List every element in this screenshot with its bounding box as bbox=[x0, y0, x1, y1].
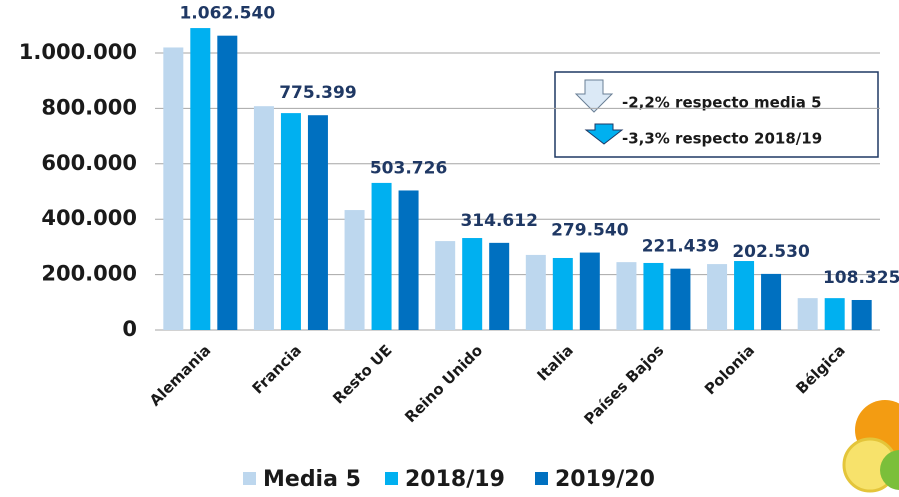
value-label: 202.530 bbox=[732, 242, 810, 262]
value-label: 503.726 bbox=[370, 158, 447, 178]
y-tick-label: 200.000 bbox=[41, 262, 137, 286]
x-tick-label: Alemania bbox=[146, 341, 214, 409]
x-tick-label: Países Bajos bbox=[580, 341, 667, 428]
bar bbox=[217, 35, 238, 330]
annotation-frame bbox=[554, 71, 879, 158]
bar bbox=[707, 264, 728, 330]
legend-swatch bbox=[535, 472, 548, 485]
value-label: 279.540 bbox=[551, 221, 629, 241]
bar bbox=[253, 106, 274, 331]
annotation-box: -2,2% respecto media 5 -3,3% respecto 20… bbox=[554, 71, 879, 158]
x-tick-label: Resto UE bbox=[329, 341, 395, 407]
bar bbox=[398, 190, 419, 330]
legend-label: 2019/20 bbox=[555, 467, 655, 492]
x-tick-label: Bélgica bbox=[792, 341, 848, 397]
bar bbox=[579, 252, 600, 330]
x-tick-label: Polonia bbox=[701, 341, 758, 398]
annotation: -3,3% respecto 2018/19 bbox=[622, 130, 822, 148]
bar bbox=[734, 261, 755, 330]
bar bbox=[280, 113, 301, 330]
legend-label: 2018/19 bbox=[405, 467, 505, 492]
bar bbox=[435, 241, 456, 330]
value-label: 221.439 bbox=[642, 237, 719, 257]
value-label: 1.062.540 bbox=[179, 4, 275, 24]
legend-swatch bbox=[243, 472, 256, 485]
bar bbox=[344, 210, 365, 330]
y-tick-label: 0 bbox=[122, 317, 137, 341]
arrow-icon bbox=[584, 123, 624, 145]
legend-swatch bbox=[385, 472, 398, 485]
bar bbox=[371, 182, 392, 330]
bar bbox=[190, 28, 211, 330]
y-tick-label: 800.000 bbox=[41, 95, 137, 119]
value-label: 775.399 bbox=[279, 83, 356, 103]
bar bbox=[797, 298, 818, 330]
bar bbox=[489, 242, 510, 330]
bar bbox=[643, 262, 664, 330]
y-tick-label: 1.000.000 bbox=[19, 40, 137, 64]
bar bbox=[851, 299, 872, 330]
bar bbox=[163, 47, 184, 331]
bar bbox=[824, 298, 845, 330]
x-tick-label: Reino Unido bbox=[401, 341, 486, 426]
bar bbox=[307, 115, 328, 330]
bar bbox=[525, 254, 546, 330]
annotation: -2,2% respecto media 5 bbox=[622, 94, 822, 112]
x-tick-label: Italia bbox=[533, 341, 576, 384]
y-tick-label: 400.000 bbox=[41, 206, 137, 230]
plot: 0 200.000 400.000 600.000 800.000 1.000.000 1.… bbox=[19, 4, 899, 492]
y-tick-label: 600.000 bbox=[41, 151, 137, 175]
bar bbox=[761, 273, 782, 330]
bar bbox=[616, 262, 637, 330]
bar bbox=[462, 238, 483, 330]
value-label: 314.612 bbox=[460, 211, 537, 231]
fruit-decoration bbox=[842, 400, 899, 493]
legend-label: Media 5 bbox=[263, 467, 361, 492]
bar bbox=[670, 268, 691, 330]
arrow-icon bbox=[574, 79, 614, 113]
value-label: 108.325 bbox=[823, 268, 899, 288]
bar bbox=[552, 257, 573, 330]
x-tick-label: Francia bbox=[249, 341, 305, 397]
